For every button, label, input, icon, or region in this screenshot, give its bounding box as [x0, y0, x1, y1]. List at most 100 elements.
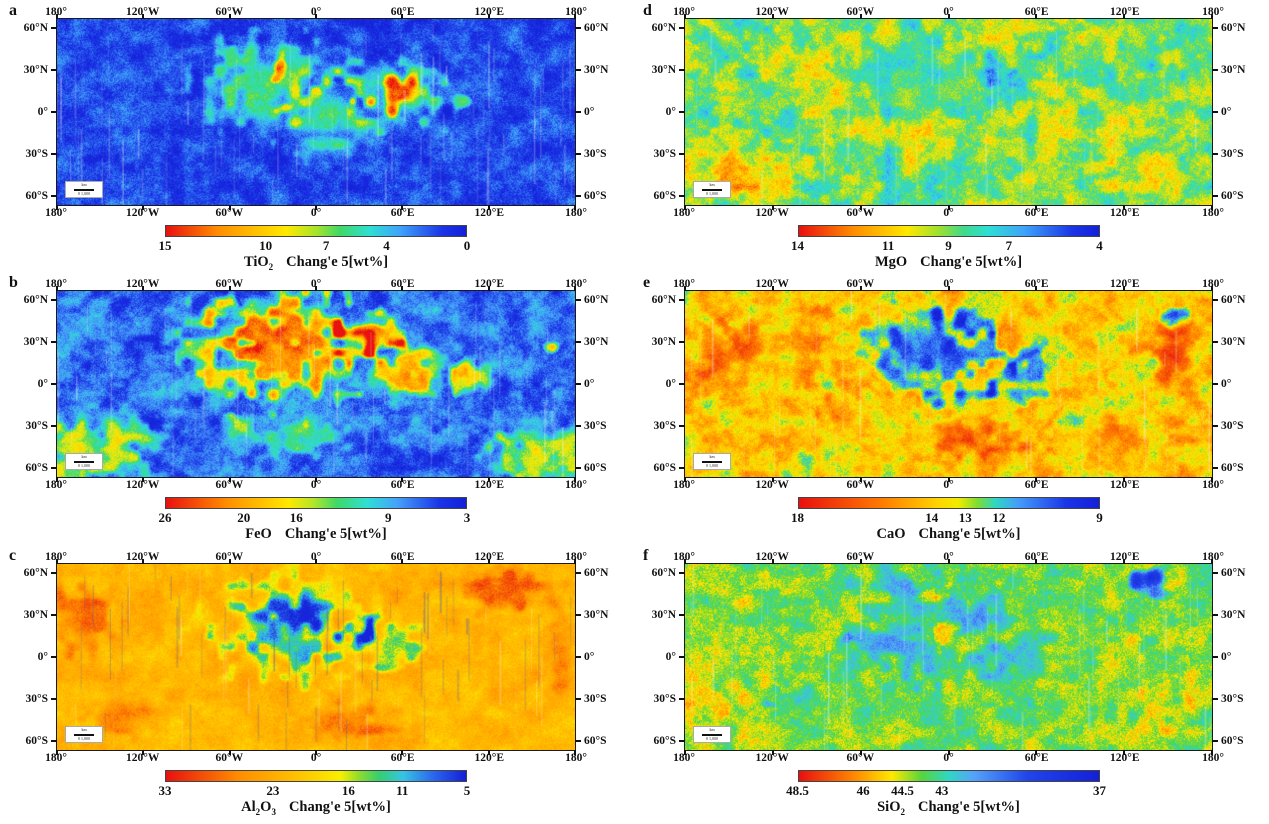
lon-label: 180°: [565, 752, 587, 764]
colorbar-tick-label: 0: [463, 238, 471, 253]
lat-tick: [51, 111, 57, 113]
lat-tick: [51, 424, 57, 427]
lon-tick: [684, 205, 686, 210]
lon-tick: [487, 559, 490, 564]
lon-label: 180°: [565, 278, 587, 290]
lat-label: 30°N: [23, 336, 48, 349]
colorbar-tick-labels: 15 10 7 4 0: [159, 238, 471, 253]
lon-label: 120°W: [125, 207, 160, 219]
panel-body: 180° 120°W 60°W 0° 60°E 120°E 180° km 0 1,000 …: [24, 274, 609, 543]
map-image-feo: [57, 291, 575, 477]
colorbar-tick-label: 20: [237, 510, 251, 525]
lon-tick: [1211, 559, 1213, 564]
map-image-cao: [685, 291, 1212, 477]
lat-tick: [51, 152, 57, 155]
lat-label: 0°: [665, 651, 676, 663]
lat-tick: [1212, 614, 1218, 617]
scale-bar-unit: km: [81, 454, 87, 460]
lon-label: 0°: [310, 207, 322, 219]
lon-label: 120°W: [125, 752, 160, 764]
lat-label: 0°: [37, 651, 48, 663]
lon-label: 120°E: [474, 479, 505, 491]
lon-tick: [56, 14, 58, 19]
axis-top-longitude: 180° 120°W 60°W 0° 60°E 120°E 180°: [673, 274, 1224, 290]
lon-tick: [228, 14, 231, 19]
colorbar-tick-label: 15: [158, 238, 172, 253]
lon-tick: [859, 14, 862, 19]
lat-tick: [575, 69, 581, 72]
lon-tick: [859, 477, 862, 482]
lon-label: 120°W: [755, 752, 789, 764]
colorbar-tick-label: 46: [856, 783, 870, 798]
lat-tick: [679, 111, 685, 113]
lon-label: 60°W: [846, 278, 875, 290]
lon-tick: [771, 14, 774, 19]
scale-bar-range: 0 1,000: [706, 462, 718, 468]
colorbar-tick-labels: 33 23 16 11 5: [159, 783, 471, 798]
lon-label: 180°: [1202, 278, 1224, 290]
colorbar-tick-label: 9: [945, 238, 952, 253]
lon-label: 120°E: [1110, 479, 1140, 491]
lon-label: 60°E: [1024, 551, 1049, 563]
colorbar-source-units: Chang'e 5[wt%]: [918, 526, 1021, 542]
colorbar-tick-label: 9: [1096, 510, 1103, 525]
colorbar-species-formula: CaO: [876, 526, 906, 542]
lat-label: 0°: [37, 378, 48, 390]
scale-bar-unit: km: [709, 727, 715, 733]
map-frame: km 0 1,000 60°N 60°N 30°N 30°N 0° 0° 30°S 30°S 6…: [652, 286, 1245, 482]
colorbar-block: 26 20 16 9 3 FeO Chang'e 5[wt%]: [56, 497, 576, 543]
colorbar-tick-labels: 48.5 46 44.5 43 37: [786, 783, 1106, 798]
lon-label: 60°E: [390, 278, 415, 290]
lat-tick: [51, 69, 57, 72]
lon-tick: [859, 559, 862, 564]
lon-tick: [56, 477, 58, 482]
lon-label: 60°W: [215, 551, 244, 563]
lat-label: 60°S: [653, 189, 677, 202]
colorbar-tick-label: 16: [341, 783, 355, 798]
lat-tick: [51, 299, 57, 302]
lat-tick: [575, 194, 581, 197]
colorbar-gradient: [797, 497, 1100, 509]
lon-label: 120°E: [1110, 207, 1140, 219]
lat-tick: [575, 656, 581, 658]
scale-bar-range: 0 1,000: [78, 190, 90, 196]
lon-tick: [574, 286, 576, 291]
panel-a: a 180° 120°W 60°W 0° 60°E 120°E 180° km 0 1,00…: [0, 0, 634, 272]
lon-tick: [771, 205, 774, 210]
lon-label: 120°E: [474, 207, 505, 219]
colorbar-gradient: [797, 770, 1100, 782]
colorbar-tick-label: 7: [1005, 238, 1013, 253]
scale-bar-line: [702, 188, 722, 191]
lon-tick: [771, 750, 774, 755]
lon-label: 0°: [310, 6, 322, 18]
lat-tick: [51, 614, 57, 617]
lon-tick: [56, 559, 58, 564]
lat-label: 30°N: [584, 609, 609, 622]
lon-tick: [142, 559, 145, 564]
scale-bar-range: 0 1,000: [78, 462, 90, 468]
lon-label: 120°W: [125, 479, 160, 491]
lon-tick: [947, 14, 950, 19]
scale-bar-range: 0 1,000: [706, 190, 718, 196]
lat-label: 60°S: [653, 461, 677, 474]
panel-letter: e: [643, 274, 651, 291]
lon-tick: [574, 750, 576, 755]
lon-tick: [1035, 286, 1038, 291]
colorbar-gradient: [165, 770, 467, 782]
map-image-al2o3: [57, 564, 575, 750]
lon-tick: [142, 286, 145, 291]
lon-tick: [487, 205, 490, 210]
map-frame: km 0 1,000 60°N 60°N 30°N 30°N 0° 0° 30°S 30°S 6…: [652, 559, 1245, 755]
colorbar-tick-label: 37: [1093, 783, 1106, 798]
colorbar-species-formula: TiO2: [243, 254, 274, 272]
colorbar-title: TiO2 Chang'e 5[wt%]: [56, 254, 576, 272]
panel-letter: d: [643, 2, 652, 19]
panel-body: 180° 120°W 60°W 0° 60°E 120°E 180° km 0 1,000 …: [652, 274, 1246, 543]
lon-tick: [574, 205, 576, 210]
colorbar-tick-label: 48.5: [786, 783, 809, 798]
lon-tick: [1035, 14, 1038, 19]
lon-label: 60°E: [390, 752, 415, 764]
lat-tick: [51, 383, 57, 385]
lon-tick: [771, 477, 774, 482]
lat-label: 30°S: [584, 692, 607, 705]
